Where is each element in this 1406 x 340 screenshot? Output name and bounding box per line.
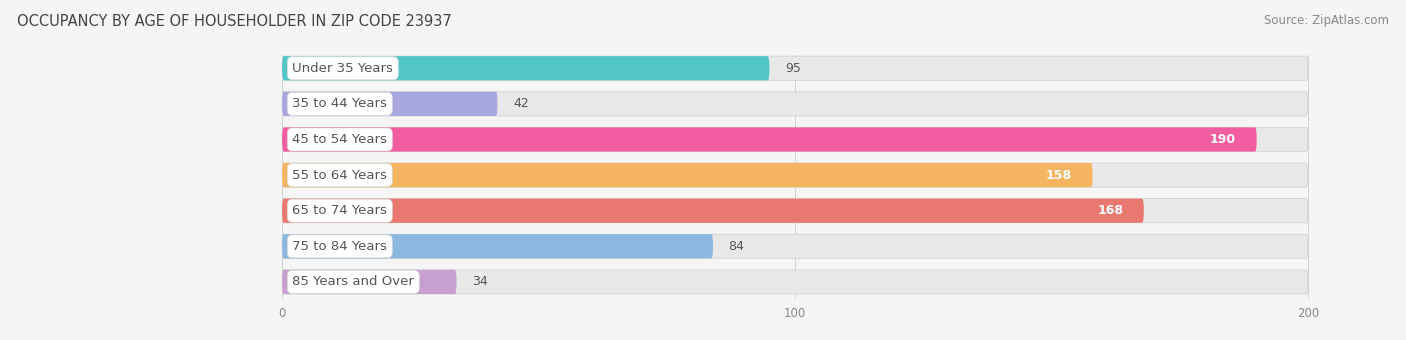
FancyBboxPatch shape: [283, 163, 1308, 187]
FancyBboxPatch shape: [283, 199, 1308, 223]
Text: 158: 158: [1046, 169, 1071, 182]
Text: 42: 42: [513, 97, 529, 110]
Text: 85 Years and Over: 85 Years and Over: [292, 275, 415, 288]
Text: 95: 95: [785, 62, 800, 75]
Text: 45 to 54 Years: 45 to 54 Years: [292, 133, 387, 146]
FancyBboxPatch shape: [283, 92, 1308, 116]
Text: 34: 34: [472, 275, 488, 288]
FancyBboxPatch shape: [283, 163, 1092, 187]
Text: 168: 168: [1097, 204, 1123, 217]
FancyBboxPatch shape: [283, 270, 457, 294]
Text: 35 to 44 Years: 35 to 44 Years: [292, 97, 387, 110]
Text: Under 35 Years: Under 35 Years: [292, 62, 394, 75]
Text: 190: 190: [1211, 133, 1236, 146]
Text: Source: ZipAtlas.com: Source: ZipAtlas.com: [1264, 14, 1389, 27]
FancyBboxPatch shape: [283, 56, 1308, 80]
FancyBboxPatch shape: [283, 234, 1308, 258]
FancyBboxPatch shape: [283, 128, 1257, 152]
FancyBboxPatch shape: [283, 270, 1308, 294]
Text: 84: 84: [728, 240, 744, 253]
FancyBboxPatch shape: [283, 234, 713, 258]
Text: 75 to 84 Years: 75 to 84 Years: [292, 240, 387, 253]
FancyBboxPatch shape: [283, 199, 1144, 223]
Text: 65 to 74 Years: 65 to 74 Years: [292, 204, 387, 217]
Text: OCCUPANCY BY AGE OF HOUSEHOLDER IN ZIP CODE 23937: OCCUPANCY BY AGE OF HOUSEHOLDER IN ZIP C…: [17, 14, 451, 29]
FancyBboxPatch shape: [283, 92, 498, 116]
FancyBboxPatch shape: [283, 56, 769, 80]
Text: 55 to 64 Years: 55 to 64 Years: [292, 169, 387, 182]
FancyBboxPatch shape: [283, 128, 1308, 152]
